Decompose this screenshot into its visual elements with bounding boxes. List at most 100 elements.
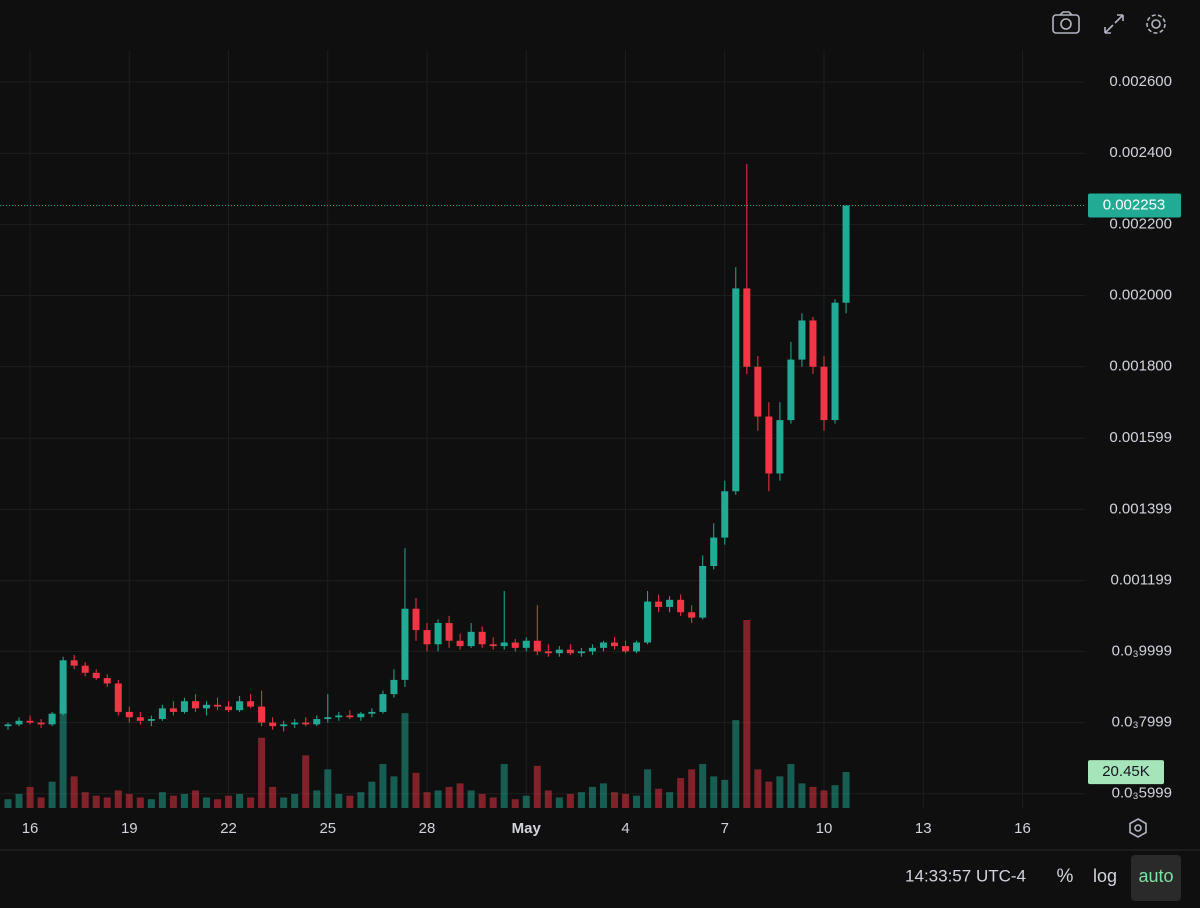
volume-bar (633, 795, 641, 808)
x-tick-label: 10 (816, 820, 833, 837)
candle-body (599, 642, 607, 648)
candle-body (633, 642, 641, 652)
candle-body (180, 701, 188, 712)
candle-body (511, 642, 519, 648)
volume-bar (732, 720, 740, 808)
x-tick-label: 28 (419, 820, 436, 837)
volume-bar (566, 793, 574, 808)
candle-body (202, 704, 210, 709)
candle-body (588, 647, 596, 652)
auto-toggle[interactable]: auto (1138, 866, 1173, 886)
volume-bar (555, 797, 563, 808)
fullscreen-icon[interactable] (1104, 14, 1124, 34)
y-tick-label: 0.002600 (1109, 73, 1172, 90)
percent-toggle[interactable]: % (1057, 866, 1074, 887)
volume-bar (776, 776, 784, 808)
candle-body (92, 672, 100, 679)
candle-body (743, 288, 751, 367)
candle-body (566, 649, 574, 654)
candle-body (379, 694, 387, 712)
y-tick-label: 0.001599 (1109, 429, 1172, 446)
volume-bar (710, 776, 718, 808)
candle-body (533, 640, 541, 652)
volume-bar (666, 792, 674, 808)
volume-bar (655, 788, 663, 808)
candle-body (169, 708, 177, 712)
volume-bar (214, 799, 222, 808)
candle-body (577, 651, 585, 654)
log-toggle[interactable]: log (1093, 866, 1117, 886)
settings-icon[interactable] (1146, 14, 1166, 34)
candle-body (500, 642, 508, 647)
auto-toggle-bg[interactable] (1131, 855, 1181, 901)
volume-bar (688, 769, 696, 808)
x-tick-label: 25 (319, 820, 336, 837)
candle-body (368, 711, 376, 714)
volume-bar (324, 769, 332, 808)
candle-body (412, 608, 420, 631)
volume-bar (313, 790, 321, 808)
volume-bar (445, 786, 453, 808)
volume-bar (15, 793, 23, 808)
volume-bar (644, 769, 652, 808)
volume-bar (136, 797, 144, 808)
volume-bar (489, 797, 497, 808)
candle-body (335, 715, 343, 718)
y-tick-label: 0.0₃7999 (1112, 714, 1172, 731)
x-tick-label: 16 (22, 820, 39, 837)
volume-bar (522, 795, 530, 808)
candle-body (765, 416, 773, 474)
candle-body (544, 651, 552, 654)
candle-body (225, 706, 233, 711)
candle-body (820, 366, 828, 421)
candle-body (798, 320, 806, 360)
y-tick-label: 0.0₃5999 (1112, 785, 1172, 802)
candle-body (787, 359, 795, 421)
x-tick-label: 4 (621, 820, 629, 837)
candle-body (677, 599, 685, 613)
volume-bar (577, 792, 585, 808)
candle-body (37, 722, 45, 725)
candle-body (831, 302, 839, 421)
axis-settings-icon[interactable] (1129, 818, 1147, 838)
x-tick-label: 16 (1014, 820, 1031, 837)
y-tick-label: 0.002200 (1109, 215, 1172, 232)
volume-bar (258, 737, 266, 808)
candle-body (555, 649, 563, 654)
volume-bar (412, 772, 420, 808)
volume-label: 20.45K (1102, 763, 1150, 780)
volume-bar (798, 783, 806, 808)
volume-bar (820, 790, 828, 808)
candle-body (434, 622, 442, 645)
candle-body (269, 722, 277, 727)
volume-bar (269, 786, 277, 808)
candle-body (456, 640, 464, 647)
y-tick-label: 0.001199 (1111, 572, 1172, 589)
volume-bar (511, 799, 519, 808)
candle-body (445, 622, 453, 641)
candle-body (610, 642, 618, 647)
x-tick-label: 19 (121, 820, 138, 837)
clock: 14:33:57 UTC-4 (905, 866, 1026, 885)
volume-bar (346, 795, 354, 808)
candle-body (247, 701, 255, 707)
candle-body (754, 366, 762, 417)
volume-bar (809, 786, 817, 808)
y-tick-label: 0.001399 (1109, 500, 1172, 517)
candle-body (776, 420, 784, 474)
camera-icon[interactable] (1052, 11, 1080, 34)
volume-bar (401, 713, 409, 808)
volume-bar (588, 786, 596, 808)
volume-bar (743, 620, 751, 808)
candle-body (214, 704, 222, 707)
volume-bar (622, 793, 630, 808)
candle-body (81, 665, 89, 673)
volume-bar (114, 790, 122, 808)
volume-bar (787, 764, 795, 808)
volume-bar (26, 786, 34, 808)
volume-bar (48, 781, 56, 808)
candle-body (236, 701, 244, 711)
candle-body (302, 722, 310, 725)
volume-bar (81, 792, 89, 808)
